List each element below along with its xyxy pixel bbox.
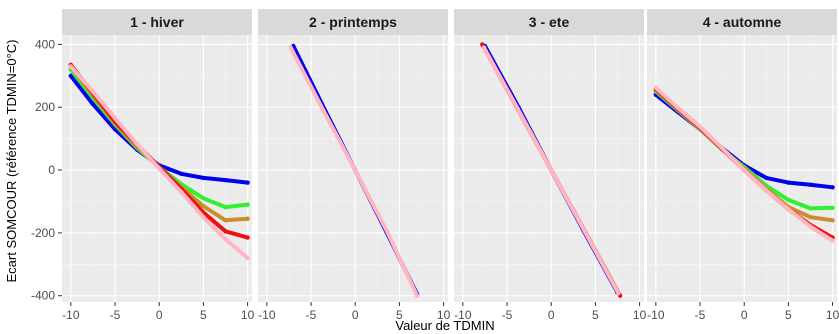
series-pink — [481, 45, 621, 296]
y-tick-label: 0 — [48, 163, 55, 177]
gridlines — [647, 35, 837, 302]
facet-panel: 4 - automne -10 -5 0 5 10 — [647, 9, 839, 322]
y-tick-label: 400 — [35, 37, 55, 51]
facet-strip — [647, 9, 837, 35]
facet-strip — [258, 9, 448, 35]
series-line — [482, 45, 621, 296]
x-tick-label: -5 — [502, 308, 513, 322]
x-tick-label: 10 — [826, 308, 839, 322]
x-tick-label: 10 — [633, 308, 647, 322]
series-line — [68, 64, 250, 260]
x-axis-title: Valeur de TDMIN — [395, 318, 494, 333]
x-tick-label: -5 — [306, 308, 317, 322]
series-pink — [288, 45, 420, 298]
facet-title: 3 - ete — [529, 14, 570, 30]
x-tick-label: 5 — [200, 308, 207, 322]
x-tick-label: -10 — [647, 308, 665, 322]
series-line — [653, 85, 835, 243]
facet-panel: 2 - printemps -10 -5 0 5 10 — [258, 9, 451, 322]
facet-panel: 1 - hiver -10 -5 0 5 10 — [62, 9, 255, 322]
series-line — [288, 45, 420, 298]
series-pink — [653, 85, 835, 243]
x-tick-label: -5 — [695, 308, 706, 322]
y-tick-label: -200 — [31, 226, 55, 240]
x-tick-label: 0 — [156, 308, 163, 322]
facet-strip — [62, 9, 252, 35]
y-axis: -400 -200 0 200 400 — [31, 37, 62, 303]
x-tick-label: 10 — [437, 308, 451, 322]
facet-strip — [454, 9, 644, 35]
x-tick-label: -5 — [110, 308, 121, 322]
x-tick-label: 5 — [785, 308, 792, 322]
panels-layer: 1 - hiver -10 -5 0 5 10 2 - printemps -10 -5 0 5 10… — [62, 9, 839, 322]
x-tick-label: -10 — [258, 308, 276, 322]
y-tick-label: -400 — [31, 289, 55, 303]
x-tick-label: 10 — [241, 308, 255, 322]
series-pink — [68, 64, 250, 261]
x-tick-label: 0 — [741, 308, 748, 322]
x-tick-label: 5 — [592, 308, 599, 322]
facet-title: 2 - printemps — [309, 14, 397, 30]
facet-title: 4 - automne — [703, 14, 782, 30]
facet-title: 1 - hiver — [130, 14, 184, 30]
x-tick-label: -10 — [62, 308, 80, 322]
x-tick-label: 0 — [548, 308, 555, 322]
x-tick-label: 5 — [396, 308, 403, 322]
x-tick-label: -10 — [454, 308, 472, 322]
y-axis-title: Ecart SOMCOUR (référence TDMIN=0°C) — [4, 40, 19, 283]
y-tick-label: 200 — [35, 100, 55, 114]
x-tick-label: 0 — [352, 308, 359, 322]
gridlines — [62, 35, 252, 302]
facet-panel: 3 - ete -10 -5 0 5 10 — [454, 9, 647, 322]
